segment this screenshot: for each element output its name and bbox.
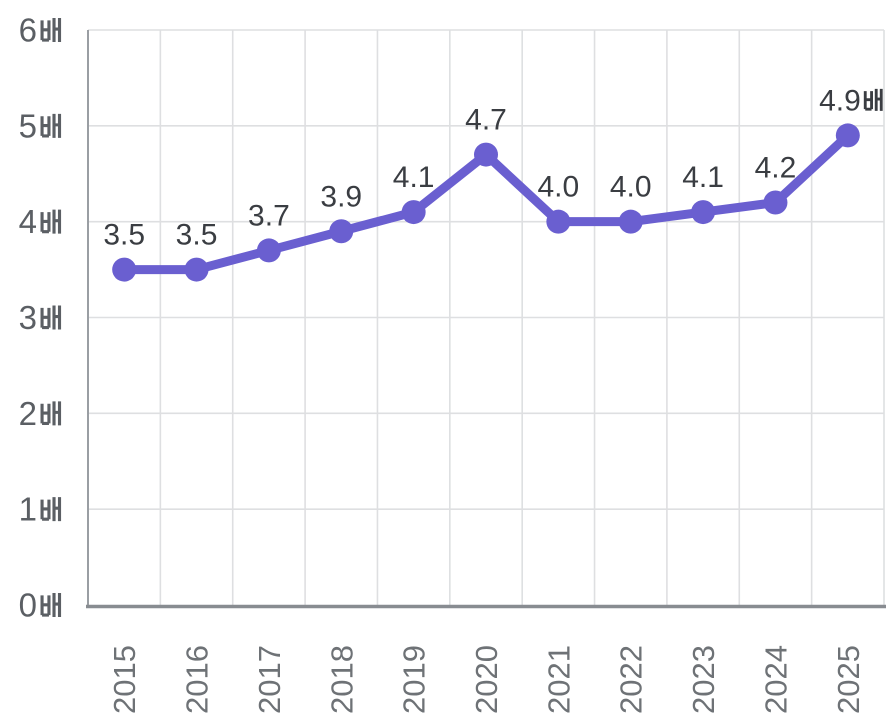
x-tick-label: 2022 [614,645,649,714]
y-tick-label-suffix [40,113,62,138]
data-point-label: 3.7 [248,199,290,232]
data-point-label: 4.7 [465,104,507,137]
data-point-label: 4.9 [819,84,861,117]
x-tick-label: 2025 [831,645,866,714]
data-point-label: 4.1 [393,161,435,194]
data-point-label: 4.0 [538,171,580,204]
y-tick-label-suffix [40,497,62,522]
x-tick-label: 2019 [397,645,432,714]
data-point-marker [474,142,498,167]
data-point-marker [256,238,281,263]
x-tick-label: 2017 [252,645,287,714]
gridlines [88,29,885,605]
y-tick-label-suffix [40,593,62,617]
data-point-label: 4.1 [682,161,724,194]
data-point-label-suffix [863,88,883,111]
data-point-marker [401,200,426,225]
y-tick-label: 1 [19,491,37,528]
x-tick-label: 2024 [758,645,793,714]
x-tick-label: 2015 [107,645,142,714]
x-tick-label: 2018 [324,645,359,714]
y-tick-label: 6 [19,12,37,49]
data-point-marker [329,219,354,244]
data-point-marker [112,257,137,282]
data-point-marker [835,123,860,148]
data-point-marker [618,209,643,234]
x-tick-label: 2020 [469,645,504,714]
data-point-label: 3.5 [103,219,145,252]
data-point-label: 4.0 [610,171,652,204]
data-point-label: 3.5 [176,219,218,252]
x-tick-label: 2016 [180,645,215,714]
data-point-marker [763,190,788,215]
data-point-markers [112,123,860,282]
x-tick-label: 2023 [686,645,721,714]
x-axis-tick-labels: 2015 2016 2017 2018 2019 2020 2021 2022 2023 2024… [107,645,866,714]
y-tick-label: 2 [19,395,37,432]
y-tick-label: 5 [19,107,37,144]
y-tick-label: 3 [19,299,37,336]
data-point-marker [691,200,716,225]
data-point-label: 4.2 [755,152,797,185]
data-point-marker [546,209,571,234]
y-tick-label: 4 [19,203,37,240]
x-tick-label: 2021 [541,645,576,714]
data-point-marker [184,257,209,282]
y-tick-label-suffix [40,18,62,42]
y-tick-label: 0 [19,587,37,624]
data-point-labels: 3.5 3.5 3.7 3.9 4.1 4.7 4.0 4.0 4.1 4.2 4.9 [103,84,883,252]
y-tick-label-suffix [40,209,62,234]
y-axis-tick-labels: 0 1 2 3 4 5 6 [19,12,62,624]
data-point-label: 3.9 [320,180,362,213]
y-tick-label-suffix [40,305,62,330]
y-tick-label-suffix [40,401,62,426]
